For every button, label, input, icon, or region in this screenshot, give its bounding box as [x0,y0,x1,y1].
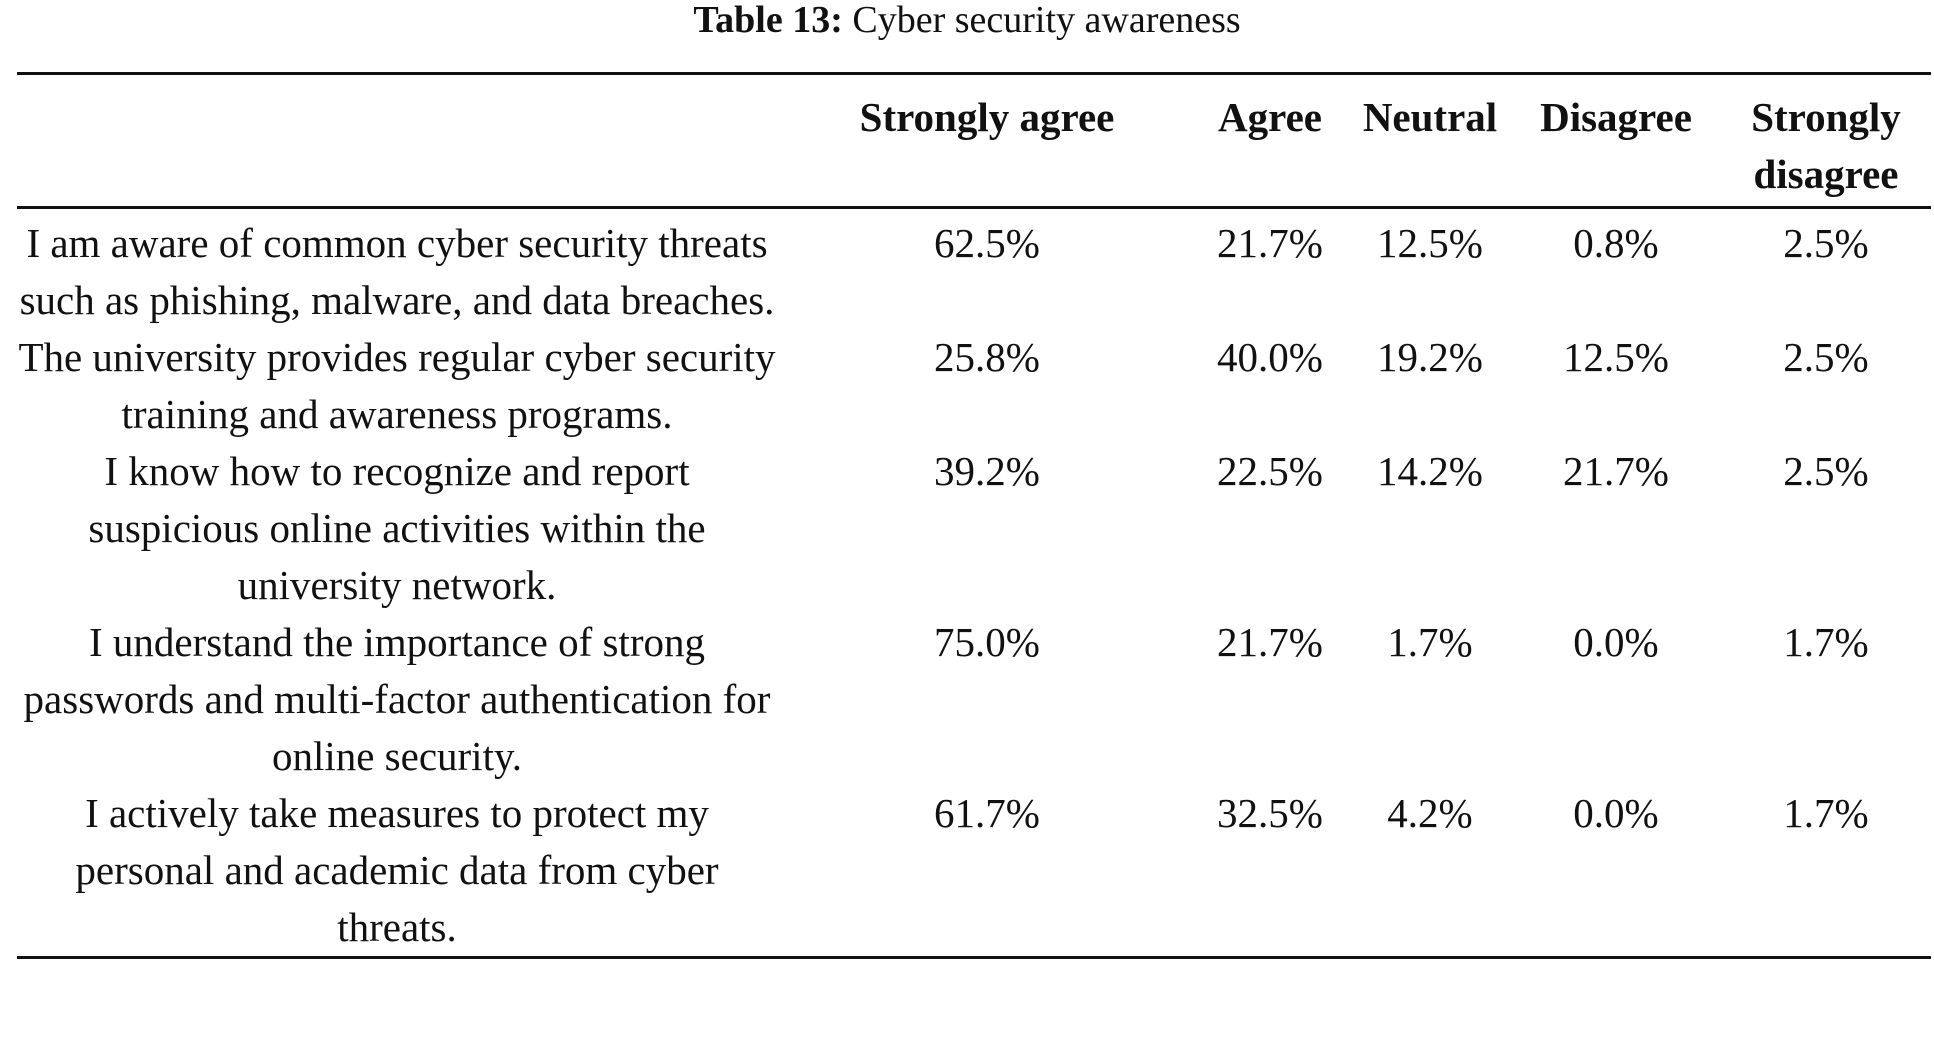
table-caption-title: Cyber security awareness [852,0,1241,41]
cell-agree: 40.0% [1217,334,1323,380]
cell-agree: 32.5% [1217,790,1323,836]
cell-strongly-disagree: 2.5% [1783,220,1869,266]
data-table-container: Strongly agree Agree Neutral Disagree St… [17,72,1931,959]
cell-disagree: 0.0% [1573,619,1659,665]
cell-disagree: 0.0% [1573,790,1659,836]
cell-disagree: 0.8% [1573,220,1659,266]
table-row: I actively take measures to protect my p… [17,785,1931,958]
cell-disagree: 21.7% [1563,448,1669,494]
row-statement: The university provides regular cyber se… [18,334,776,437]
cell-neutral: 1.7% [1387,619,1473,665]
cell-strongly-disagree: 2.5% [1783,448,1869,494]
row-statement: I understand the importance of strong pa… [23,619,771,779]
header-strongly-agree: Strongly agree [859,94,1115,140]
header-neutral: Neutral [1362,94,1498,140]
cell-neutral: 14.2% [1377,448,1483,494]
table-row: I know how to recognize and report suspi… [17,443,1931,614]
cell-neutral: 4.2% [1387,790,1473,836]
table-row: I understand the importance of strong pa… [17,614,1931,785]
row-statement: I know how to recognize and report suspi… [88,448,706,608]
cell-strongly-agree: 62.5% [934,220,1040,266]
cell-strongly-agree: 39.2% [934,448,1040,494]
cell-neutral: 12.5% [1377,220,1483,266]
table-row: I am aware of common cyber security thre… [17,208,1931,330]
cell-strongly-agree: 25.8% [934,334,1040,380]
awareness-table: Strongly agree Agree Neutral Disagree St… [17,72,1931,959]
table-row: The university provides regular cyber se… [17,329,1931,443]
cell-agree: 22.5% [1217,448,1323,494]
cell-agree: 21.7% [1217,220,1323,266]
row-statement: I actively take measures to protect my p… [75,790,719,950]
table-caption-label: Table 13: [693,0,843,41]
header-strongly-disagree: Strongly disagree [1751,94,1901,197]
cell-agree: 21.7% [1217,619,1323,665]
cell-strongly-disagree: 2.5% [1783,334,1869,380]
row-statement: I am aware of common cyber security thre… [19,220,775,323]
cell-disagree: 12.5% [1563,334,1669,380]
cell-neutral: 19.2% [1377,334,1483,380]
table-header: Strongly agree Agree Neutral Disagree St… [17,73,1931,208]
table-caption: Table 13: Cyber security awareness [0,0,1934,40]
header-row: Strongly agree Agree Neutral Disagree St… [17,73,1931,208]
cell-strongly-disagree: 1.7% [1783,790,1869,836]
table-body: I am aware of common cyber security thre… [17,208,1931,958]
cell-strongly-agree: 75.0% [934,619,1040,665]
header-statement [17,74,783,208]
header-agree: Agree [1218,94,1322,140]
header-disagree: Disagree [1540,94,1692,140]
cell-strongly-agree: 61.7% [934,790,1040,836]
cell-strongly-disagree: 1.7% [1783,619,1869,665]
